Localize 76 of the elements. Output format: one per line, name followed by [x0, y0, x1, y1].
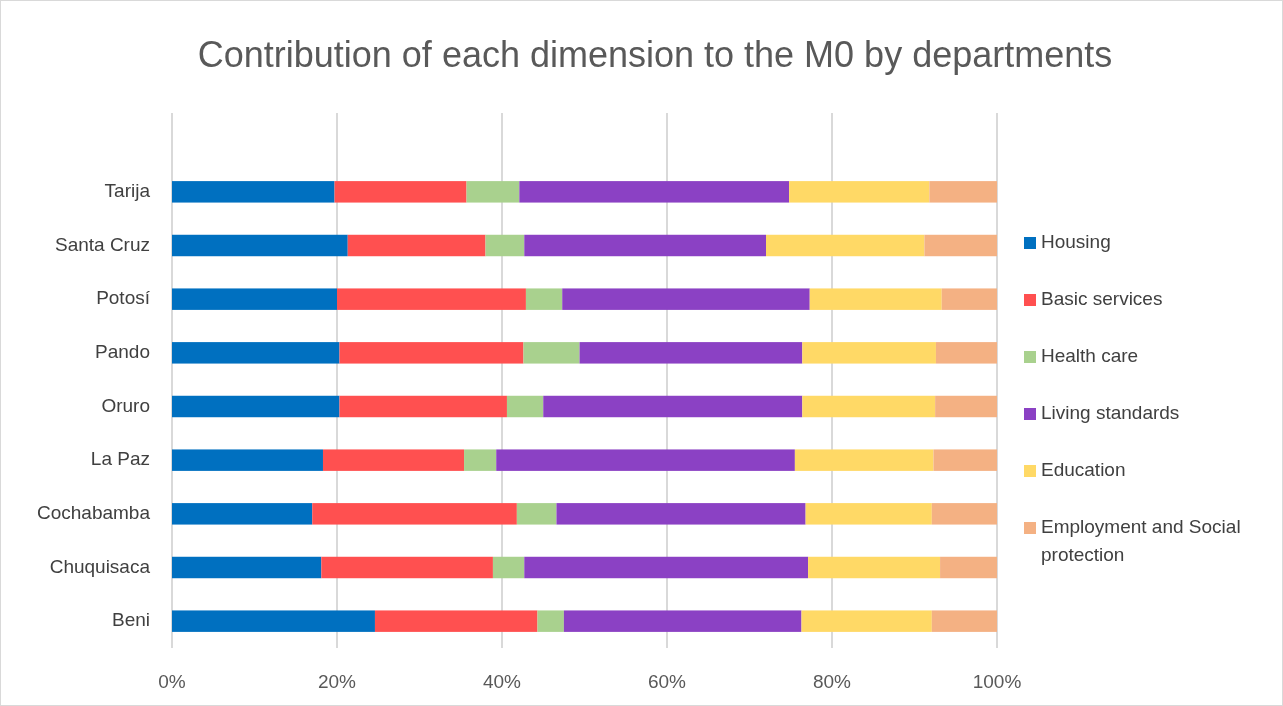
bar	[809, 288, 942, 310]
bar	[931, 610, 997, 632]
bar	[802, 342, 936, 364]
bar	[789, 181, 930, 203]
y-tick-label: Cochabamba	[36, 501, 151, 523]
bar	[172, 556, 322, 579]
bar	[524, 234, 766, 257]
bar	[562, 288, 810, 310]
bar	[805, 503, 932, 525]
bar	[312, 503, 517, 525]
bar	[339, 342, 524, 364]
bar	[933, 449, 997, 471]
bar	[172, 288, 337, 310]
bar	[556, 503, 806, 525]
legend-label: Education	[1041, 459, 1126, 481]
x-tick-label: 20%	[317, 671, 357, 693]
x-tick-label: 80%	[812, 671, 852, 693]
bar	[321, 556, 493, 579]
bar	[794, 449, 934, 471]
legend-label: Living standards	[1041, 402, 1180, 424]
bar	[931, 503, 997, 525]
bar	[525, 288, 563, 310]
x-tick-label: 100%	[972, 671, 1022, 693]
bar	[322, 449, 465, 471]
bar	[347, 234, 486, 257]
legend-label: Housing	[1041, 231, 1111, 253]
y-tick-label: Beni	[111, 609, 150, 631]
bar	[543, 395, 803, 418]
bar	[337, 288, 526, 310]
bar	[801, 610, 932, 632]
bar	[172, 503, 313, 525]
bar	[466, 181, 520, 203]
y-tick-label: Pando	[95, 340, 150, 362]
y-tick-label: La Paz	[90, 448, 150, 470]
bar	[334, 181, 467, 203]
bar	[766, 234, 925, 257]
bar	[339, 395, 507, 418]
bar	[172, 342, 340, 364]
bar	[929, 181, 997, 203]
bar	[579, 342, 803, 364]
chart-title: Contribution of each dimension to the M0 by departments	[197, 33, 1113, 75]
bar	[524, 556, 809, 579]
bar	[519, 181, 790, 203]
bar	[941, 288, 997, 310]
bar	[924, 234, 997, 257]
y-tick-label: Chuquisaca	[49, 555, 151, 577]
bar	[537, 610, 564, 632]
bar	[492, 556, 525, 579]
bar	[172, 610, 375, 632]
y-tick-label: Oruro	[101, 394, 150, 416]
bar	[802, 395, 936, 418]
y-tick-label: Santa Cruz	[54, 233, 150, 255]
bar	[523, 342, 580, 364]
x-tick-label: 40%	[482, 671, 522, 693]
bar	[808, 556, 941, 579]
legend-label: Basic services	[1041, 288, 1163, 310]
legend-label: Health care	[1041, 345, 1139, 367]
bar	[172, 395, 340, 418]
bar	[940, 556, 997, 579]
x-tick-label: 0%	[158, 671, 186, 693]
y-tick-label: Potosí	[96, 287, 151, 309]
bar	[935, 342, 997, 364]
y-tick-label: Tarija	[104, 179, 151, 201]
x-tick-label: 60%	[647, 671, 687, 693]
bar	[935, 395, 997, 418]
bar	[516, 503, 557, 525]
bar	[485, 234, 525, 257]
legend-label: Employment and Social protection	[1041, 516, 1241, 566]
bar	[563, 610, 802, 632]
bar	[496, 449, 795, 471]
bar	[506, 395, 544, 418]
bar	[374, 610, 538, 632]
bar	[172, 234, 348, 257]
bar	[172, 449, 323, 471]
bar	[464, 449, 497, 471]
bar	[172, 181, 335, 203]
